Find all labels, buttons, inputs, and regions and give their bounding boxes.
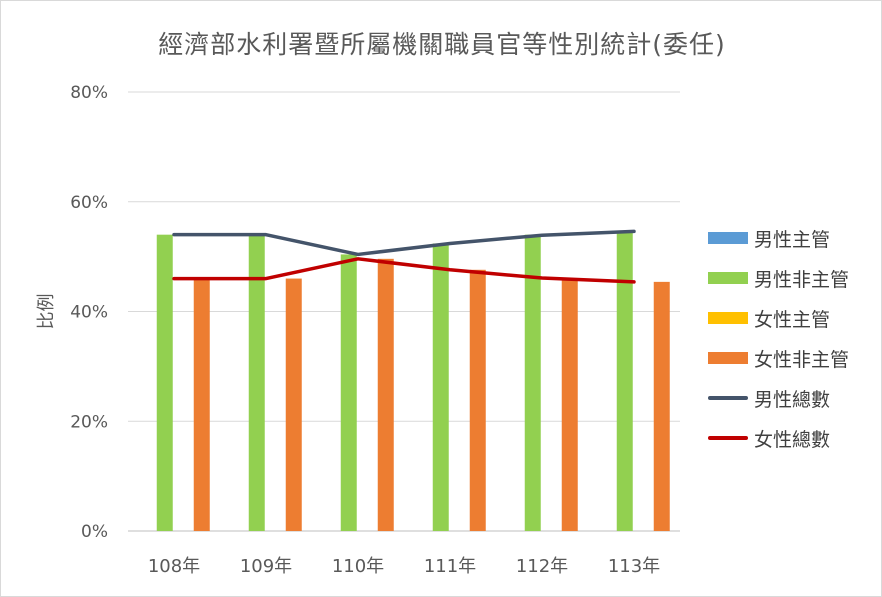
x-tick-label: 113年 [608, 556, 660, 577]
legend-item: 男性主管 [708, 218, 849, 258]
y-tick-label: 60% [70, 193, 108, 213]
legend-item: 男性非主管 [708, 258, 849, 298]
chart-title: 經濟部水利署暨所屬機關職員官等性別統計(委任) [158, 30, 726, 59]
x-tick-label: 109年 [240, 556, 292, 577]
bar [377, 258, 394, 531]
bar [561, 278, 578, 531]
bar [469, 269, 486, 531]
legend-swatch [708, 436, 748, 440]
legend-item: 男性總數 [708, 378, 849, 418]
legend-label: 男性總數 [754, 388, 831, 411]
legend-swatch [708, 272, 748, 284]
bar [193, 278, 210, 531]
x-tick-label: 110年 [332, 556, 384, 577]
bar [616, 231, 633, 531]
y-tick-label: 20% [70, 412, 108, 432]
bar [653, 281, 670, 531]
y-tick-label: 0% [81, 522, 108, 542]
chart-legend: 男性主管男性非主管女性主管女性非主管男性總數女性總數 [708, 218, 849, 458]
legend-item: 女性非主管 [708, 338, 849, 378]
legend-swatch [708, 352, 748, 364]
y-tick-label: 80% [70, 83, 108, 103]
legend-item: 女性主管 [708, 298, 849, 338]
x-tick-label: 112年 [516, 556, 568, 577]
legend-swatch [708, 396, 748, 400]
legend-swatch [708, 312, 748, 324]
series-line [172, 257, 636, 284]
legend-label: 女性非主管 [754, 348, 850, 371]
bar [340, 254, 357, 531]
legend-item: 女性總數 [708, 418, 849, 458]
bar [156, 234, 173, 532]
legend-label: 男性非主管 [754, 268, 850, 291]
y-axis-label: 比例 [36, 294, 57, 330]
legend-label: 男性主管 [754, 228, 831, 251]
legend-label: 女性總數 [754, 428, 831, 451]
series-line [172, 229, 636, 257]
x-tick-label: 111年 [424, 556, 476, 577]
bar [524, 234, 541, 532]
bar [248, 234, 265, 532]
legend-label: 女性主管 [754, 308, 831, 331]
x-tick-label: 108年 [148, 556, 200, 577]
legend-swatch [708, 232, 748, 244]
bar [285, 278, 302, 531]
y-tick-label: 40% [70, 303, 108, 323]
bar [432, 243, 449, 531]
